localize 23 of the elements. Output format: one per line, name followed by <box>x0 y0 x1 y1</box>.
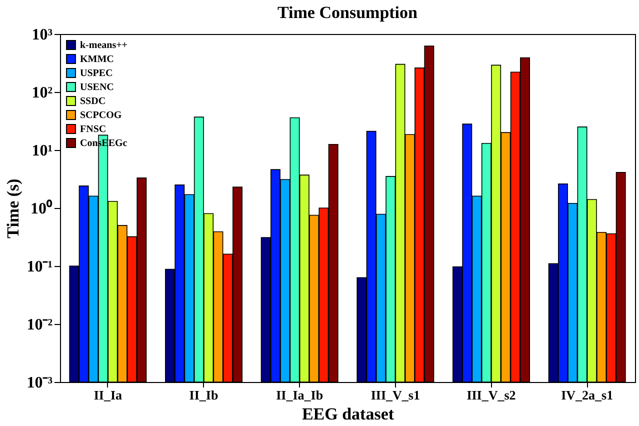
legend-label: k-means++ <box>80 40 128 51</box>
y-tick-label: 10⁻² <box>26 316 53 334</box>
y-tick-label: 10⁻¹ <box>26 258 53 276</box>
x-tick-label: III_V_s1 <box>370 388 420 402</box>
x-tick-label: II_Ia <box>94 388 122 402</box>
x-axis-title: EEG dataset <box>302 404 394 424</box>
legend-label: SCPCOG <box>80 110 122 121</box>
x-tick-label: III_V_s2 <box>466 388 516 402</box>
x-tick-label: II_Ia_Ib <box>276 388 324 402</box>
y-tick-label: 10¹ <box>32 142 53 160</box>
y-axis-title: Time (s) <box>4 178 23 238</box>
chart-title: Time Consumption <box>278 3 418 22</box>
x-tick-label: II_Ib <box>189 388 218 402</box>
y-tick-label: 10⁻³ <box>26 374 53 392</box>
x-tick-label: IV_2a_s1 <box>561 388 614 402</box>
legend-label: USPEC <box>80 68 113 79</box>
y-tick-label: 10⁰ <box>30 200 52 218</box>
y-tick-label: 10² <box>32 84 53 102</box>
legend-label: FNSC <box>80 124 106 135</box>
y-tick-label: 10³ <box>32 26 53 44</box>
legend-label: USENC <box>80 82 114 93</box>
legend-label: KMMC <box>80 54 114 65</box>
legend-label: SSDC <box>80 96 106 107</box>
